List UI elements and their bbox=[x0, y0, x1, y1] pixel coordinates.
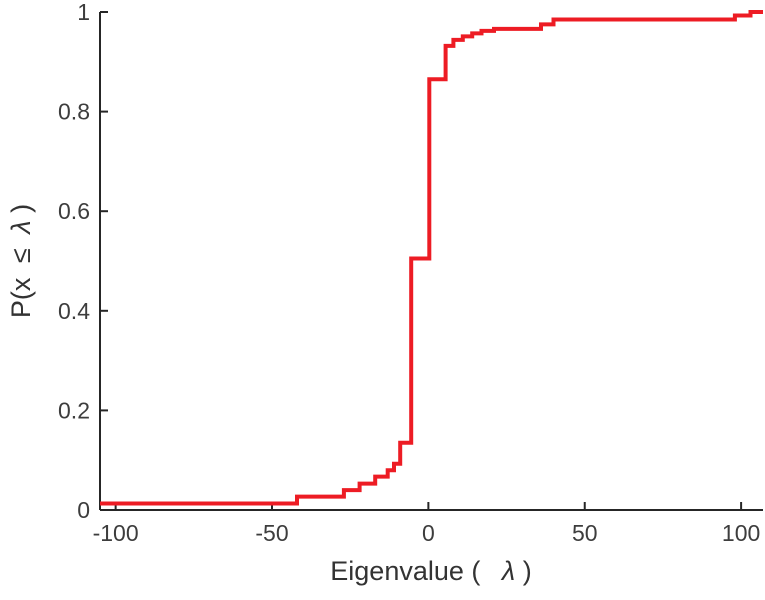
x-axis-label-lambda: λ bbox=[500, 556, 515, 586]
y-axis-label-leq: ≤ bbox=[6, 248, 36, 263]
x-axis-label-text: Eigenvalue ( bbox=[330, 556, 480, 586]
x-axis-label-close: ) bbox=[523, 556, 532, 586]
ticks-layer: -100 -50 0 50 100 0 0.2 0.4 0.6 0.8 1 bbox=[58, 0, 760, 546]
x-tick-label: 0 bbox=[422, 520, 435, 546]
y-tick-label: 0.8 bbox=[58, 99, 90, 125]
y-axis-label: P(x ≤ λ ) bbox=[6, 204, 36, 318]
y-axis-label-close: ) bbox=[6, 204, 36, 213]
x-tick-label: 50 bbox=[572, 520, 598, 546]
y-tick-label: 0.2 bbox=[58, 397, 90, 423]
x-axis-label: Eigenvalue ( λ ) bbox=[330, 556, 531, 586]
y-tick-label: 0 bbox=[77, 497, 90, 523]
ecdf-line bbox=[100, 10, 763, 506]
y-axis-label-text: P(x bbox=[6, 277, 36, 318]
y-tick-label: 0.6 bbox=[58, 198, 90, 224]
y-tick-label: 1 bbox=[77, 0, 90, 25]
y-tick-label: 0.4 bbox=[58, 298, 90, 324]
y-axis-label-lambda: λ bbox=[6, 220, 36, 235]
x-tick-label: -100 bbox=[93, 520, 139, 546]
x-tick-label: 100 bbox=[722, 520, 760, 546]
x-tick-label: -50 bbox=[255, 520, 288, 546]
